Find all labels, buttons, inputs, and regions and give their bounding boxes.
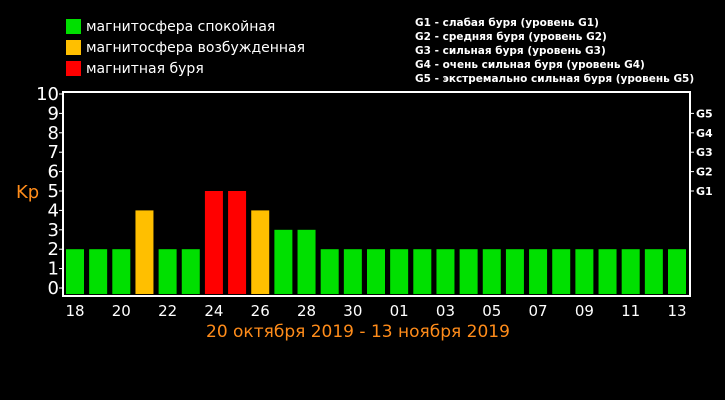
storm-key-g4: G4 - очень сильная буря (уровень G4) [415, 59, 645, 71]
y-tick-label: 3 [48, 220, 59, 241]
x-tick-label: 07 [529, 302, 548, 320]
bar [297, 229, 316, 294]
bar [552, 249, 571, 294]
legend-item-quiet: магнитосфера спокойная [66, 16, 305, 37]
bar [482, 249, 501, 294]
y-tick-label: 6 [48, 162, 59, 183]
bar [598, 249, 617, 294]
legend-swatch-storm [66, 61, 81, 76]
storm-level-tick-label: G1 [696, 185, 713, 198]
storm-level-tick-label: G2 [696, 166, 713, 179]
bar [644, 249, 663, 294]
bar [135, 210, 154, 294]
x-tick-label: 09 [575, 302, 594, 320]
bar [529, 249, 548, 294]
bar [251, 210, 270, 294]
y-axis-label: Kp [16, 182, 40, 203]
bar [181, 249, 200, 294]
y-tick-label: 7 [48, 142, 59, 163]
bar [89, 249, 108, 294]
x-tick-label: 26 [251, 302, 270, 320]
legend-swatch-quiet [66, 19, 81, 34]
x-tick-label: 22 [158, 302, 177, 320]
x-tick-label: 18 [65, 302, 84, 320]
y-tick-label: 4 [48, 200, 59, 221]
bar [668, 249, 686, 294]
x-tick-label: 28 [297, 302, 316, 320]
bar [390, 249, 409, 294]
bar [343, 249, 362, 294]
bar [367, 249, 385, 294]
storm-level-tick-label: G5 [696, 107, 713, 120]
bar [274, 229, 293, 294]
bar [66, 249, 84, 294]
storm-level-tick-label: G4 [696, 127, 713, 140]
x-tick-label: 13 [667, 302, 686, 320]
x-tick-label: 03 [436, 302, 455, 320]
storm-level-tick-label: G3 [696, 146, 713, 159]
y-tick-label: 8 [48, 123, 59, 144]
y-tick-label: 1 [48, 259, 59, 280]
y-tick-label: 2 [48, 239, 59, 260]
bar [320, 249, 339, 294]
x-tick-label: 30 [343, 302, 362, 320]
y-tick-label: 0 [48, 278, 59, 299]
legend-label-storm: магнитная буря [86, 60, 204, 77]
date-range-text: 20 октября 2019 - 13 ноября 2019 [206, 322, 510, 342]
y-tick-label: 10 [36, 84, 59, 105]
storm-level-key: G1 - слабая буря (уровень G1) G2 - средн… [415, 16, 694, 86]
x-tick-label: 20 [112, 302, 131, 320]
bar [228, 191, 247, 294]
x-tick-label: 24 [204, 302, 223, 320]
storm-key-g2: G2 - средняя буря (уровень G2) [415, 31, 607, 43]
x-tick-label: 11 [621, 302, 640, 320]
bar [505, 249, 524, 294]
storm-key-g5: G5 - экстремально сильная буря (уровень … [415, 73, 695, 85]
bar [621, 249, 640, 294]
legend-label-quiet: магнитосфера спокойная [86, 18, 276, 35]
bar [158, 249, 177, 294]
plot-frame [62, 91, 691, 297]
storm-key-g3: G3 - сильная буря (уровень G3) [415, 45, 606, 57]
bar [413, 249, 432, 294]
bar [112, 249, 131, 294]
legend-item-storm: магнитная буря [66, 58, 305, 79]
bar [575, 249, 594, 294]
legend: магнитосфера спокойная магнитосфера возб… [66, 16, 305, 79]
x-tick-label: 05 [482, 302, 501, 320]
y-tick-label: 5 [48, 181, 59, 202]
legend-swatch-active [66, 40, 81, 55]
legend-item-active: магнитосфера возбужденная [66, 37, 305, 58]
storm-key-g1: G1 - слабая буря (уровень G1) [415, 17, 599, 29]
y-tick-label: 9 [48, 103, 59, 124]
bar [459, 249, 478, 294]
legend-label-active: магнитосфера возбужденная [86, 39, 306, 56]
bar [436, 249, 455, 294]
x-tick-label: 01 [390, 302, 409, 320]
bar [204, 191, 223, 294]
